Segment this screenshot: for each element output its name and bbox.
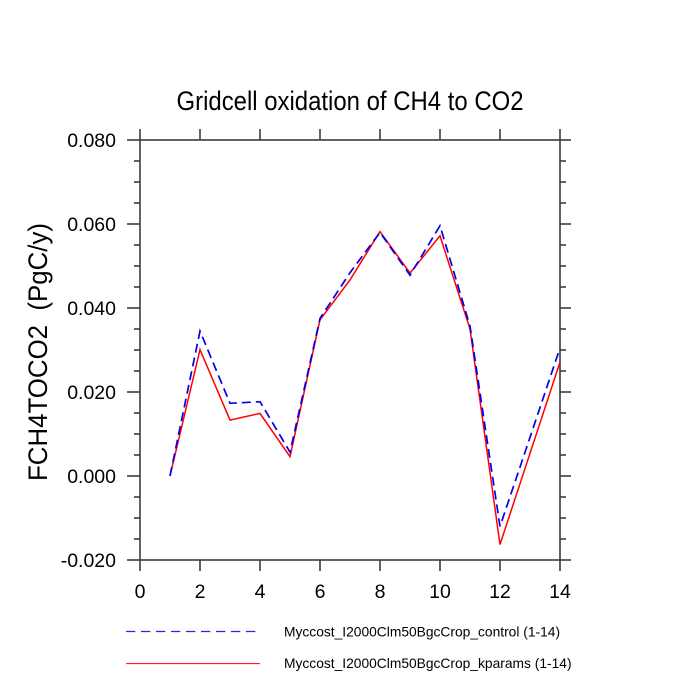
svg-text:Myccost_I2000Clm50BgcCrop_cont: Myccost_I2000Clm50BgcCrop_control (1-14) [284,625,560,640]
svg-text:0.080: 0.080 [67,130,116,152]
svg-text:0.020: 0.020 [67,382,116,404]
svg-text:-0.020: -0.020 [61,550,116,572]
svg-text:2: 2 [195,581,206,603]
svg-text:FCH4TOCO2 (PgC/y): FCH4TOCO2 (PgC/y) [23,223,53,481]
svg-text:6: 6 [315,581,326,603]
svg-text:0.000: 0.000 [67,466,116,488]
svg-text:0: 0 [135,581,146,603]
svg-text:0.040: 0.040 [67,298,116,320]
svg-text:4: 4 [255,581,266,603]
svg-text:8: 8 [375,581,386,603]
svg-text:10: 10 [429,581,451,603]
svg-text:Myccost_I2000Clm50BgcCrop_kpar: Myccost_I2000Clm50BgcCrop_kparams (1-14) [284,656,572,671]
svg-text:14: 14 [549,581,571,603]
svg-text:Gridcell oxidation of CH4 to C: Gridcell oxidation of CH4 to CO2 [177,86,524,116]
svg-text:0.060: 0.060 [67,214,116,236]
svg-text:12: 12 [489,581,511,603]
